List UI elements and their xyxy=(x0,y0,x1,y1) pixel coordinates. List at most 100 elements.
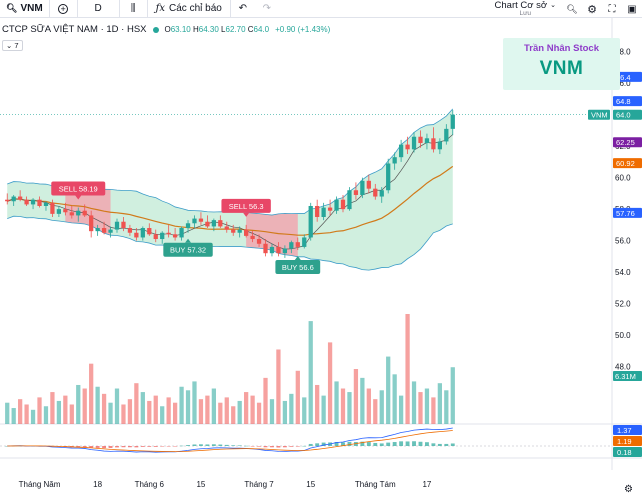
macd-histogram-bar xyxy=(418,441,423,446)
volume-bar xyxy=(140,392,145,424)
candle-body xyxy=(315,205,320,217)
price-axis-badge-text-5: 57.76 xyxy=(616,209,635,218)
volume-bar xyxy=(327,342,333,424)
candle-body xyxy=(386,163,391,191)
macd-histogram-bar xyxy=(205,444,210,446)
y-tick-label-5: 56.0 xyxy=(615,237,631,246)
volume-bar xyxy=(76,384,81,424)
volume-bar xyxy=(185,390,191,424)
candle-body xyxy=(366,180,371,189)
volume-bar xyxy=(56,400,62,424)
macd-histogram-bar xyxy=(224,444,229,446)
volume-bar xyxy=(153,395,158,424)
plus-circle-icon: + xyxy=(58,3,69,14)
indicators-collapse-button[interactable]: ⌄ 7 xyxy=(2,40,23,51)
macd-histogram-bar xyxy=(379,443,384,446)
legend-open: 63.10 xyxy=(170,25,191,34)
volume-bar xyxy=(379,390,384,424)
candle-body xyxy=(18,196,23,200)
candle-body xyxy=(147,228,152,235)
candle-body xyxy=(276,246,281,254)
candle-body xyxy=(224,226,229,230)
buy-signal-text: BUY 56.6 xyxy=(282,263,314,272)
macd-histogram-bar xyxy=(244,445,249,447)
candle-body xyxy=(282,248,288,254)
macd-histogram-bar xyxy=(82,446,87,448)
macd-histogram-bar xyxy=(263,446,268,448)
macd-histogram-bar xyxy=(334,441,339,446)
fullscreen-button[interactable]: ⛶ xyxy=(602,0,622,18)
signal-pointer xyxy=(243,212,250,217)
volume-bar xyxy=(5,402,10,424)
y-tick-label-9: 48.0 xyxy=(615,363,631,372)
search-icon: 🔍︎ xyxy=(6,3,18,13)
x-tick-label-2: Tháng 6 xyxy=(135,480,165,489)
candle-body xyxy=(82,210,87,216)
sell-signal-label xyxy=(221,198,271,213)
macd-histogram-bar xyxy=(392,442,397,446)
macd-histogram-bar xyxy=(211,444,216,446)
volume-axis-badge-text: 6.31M xyxy=(615,372,636,381)
volume-bar xyxy=(147,400,152,424)
chart-type-button[interactable]: ⫼ xyxy=(120,0,148,18)
interval-button[interactable]: D xyxy=(78,0,120,18)
macd-histogram-bar xyxy=(257,446,261,447)
macd-histogram-bar xyxy=(321,442,326,446)
snapshot-button[interactable]: ▣ xyxy=(622,0,642,18)
candle-body xyxy=(398,144,404,158)
macd-histogram-bar xyxy=(160,446,165,447)
volume-bar xyxy=(108,402,113,424)
candle-body xyxy=(56,209,62,214)
candle-body xyxy=(89,215,94,232)
volume-bar xyxy=(366,388,371,424)
macd-histogram-bar xyxy=(102,446,107,449)
volume-bar xyxy=(302,397,307,424)
undo-button[interactable]: ↶ xyxy=(231,0,255,18)
legend-h-label: H xyxy=(193,25,199,34)
sell-signal-label xyxy=(51,181,106,196)
macd-histogram-bar xyxy=(218,444,223,446)
signal-pointer xyxy=(294,256,301,261)
candle-body xyxy=(244,229,249,236)
volume-bar xyxy=(334,381,339,424)
macd-histogram-bar xyxy=(186,445,190,446)
quick-search-button[interactable]: 🔍︎ xyxy=(562,0,582,18)
macd-histogram-bar xyxy=(270,446,274,448)
candle-body xyxy=(250,235,255,240)
macd-histogram-bar xyxy=(89,446,94,448)
top-toolbar: 🔍︎ VNM + D ⫼ ƒx Các chỉ báo ↶ ↷ Chart Cơ… xyxy=(0,0,642,18)
compare-button[interactable]: + xyxy=(50,0,78,18)
volume-bar xyxy=(353,369,359,424)
indicators-button[interactable]: ƒx Các chỉ báo xyxy=(148,0,231,18)
sell-signal-text: SELL 58.19 xyxy=(59,185,98,194)
volume-bar xyxy=(405,314,410,424)
candle-body xyxy=(392,157,397,164)
volume-bar xyxy=(69,404,74,424)
candle-body xyxy=(256,239,262,244)
macd-histogram-bar xyxy=(237,445,242,446)
layout-menu[interactable]: Chart Cơ sở ⌄ Lưu xyxy=(489,0,562,18)
macd-histogram-bar xyxy=(289,446,294,447)
candle-body xyxy=(418,136,423,144)
candle-body xyxy=(431,138,436,150)
candle-body xyxy=(295,242,300,247)
x-tick-label-4: Tháng 7 xyxy=(244,480,274,489)
macd-histogram-bar xyxy=(134,446,139,448)
price-axis-badge-2 xyxy=(613,109,642,120)
symbol-search[interactable]: 🔍︎ VNM xyxy=(0,0,50,18)
candle-body xyxy=(153,234,158,240)
settings-button[interactable]: ⚙ xyxy=(582,0,602,18)
macd-histogram-bar xyxy=(399,441,404,446)
volume-bar xyxy=(373,399,378,424)
legend-l-label: L xyxy=(221,25,226,34)
buy-signal-text: BUY 57.32 xyxy=(170,246,206,255)
macd-histogram-bar xyxy=(147,446,152,447)
macd-histogram-bar xyxy=(444,443,449,446)
price-axis-badge-text-1: 64.8 xyxy=(616,97,631,106)
macd-axis-badge-text-0: 1.37 xyxy=(617,426,632,435)
macd-histogram-bar xyxy=(295,446,300,447)
y-tick-label-6: 54.0 xyxy=(615,268,631,277)
volume-bar xyxy=(282,400,288,424)
redo-button[interactable]: ↷ xyxy=(255,0,279,18)
